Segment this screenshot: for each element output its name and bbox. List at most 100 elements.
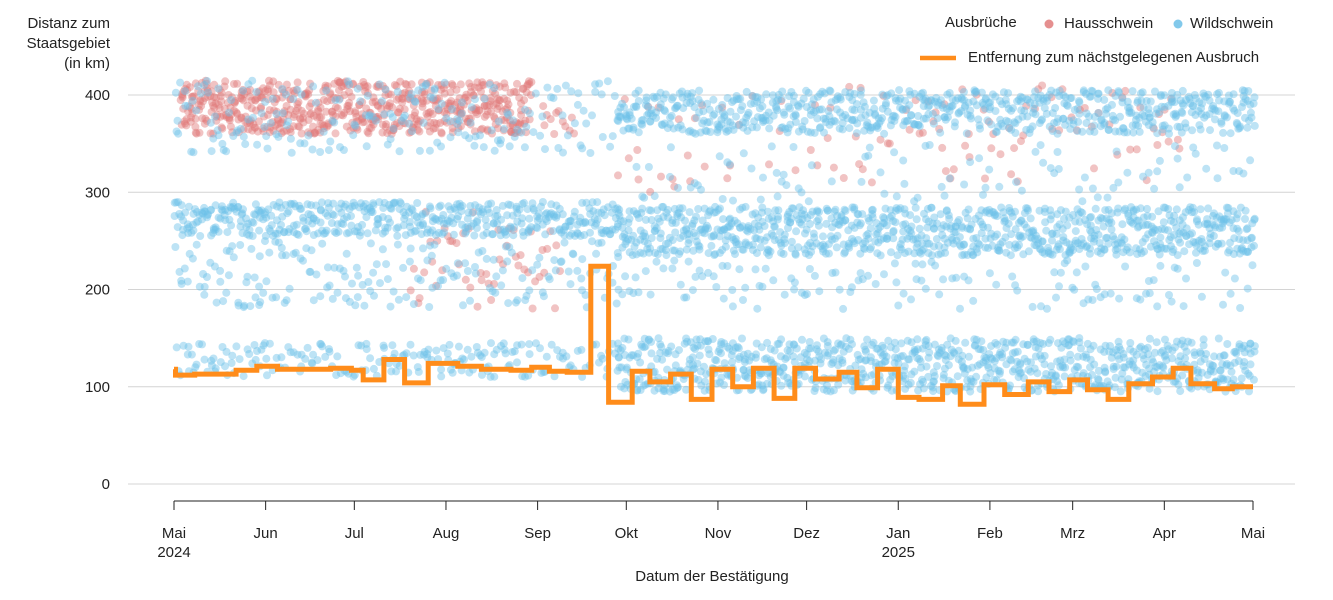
hausschwein-point (337, 110, 346, 119)
wildschwein-point (387, 204, 396, 213)
wildschwein-point (312, 201, 320, 210)
hausschwein-point (748, 92, 757, 101)
hausschwein-point (210, 93, 219, 102)
hausschwein-point (222, 113, 231, 122)
wildschwein-point (434, 105, 443, 113)
wildschwein-point (324, 146, 333, 155)
wildschwein-point (741, 283, 750, 292)
wildschwein-point (728, 302, 737, 311)
hausschwein-point (269, 77, 278, 86)
wildschwein-point (895, 86, 904, 95)
wildschwein-point (590, 215, 599, 223)
wildschwein-point (401, 231, 410, 240)
wildschwein-point (261, 237, 269, 246)
hausschwein-point (456, 102, 465, 110)
wildschwein-point (681, 216, 689, 225)
hausschwein-point (867, 178, 876, 187)
hausschwein-point (491, 89, 500, 98)
wildschwein-point (627, 114, 636, 123)
wildschwein-point (251, 210, 260, 219)
hausschwein-point (310, 129, 319, 138)
wildschwein-point (1028, 302, 1037, 311)
wildschwein-point (449, 272, 458, 281)
wildschwein-point (261, 231, 270, 240)
hausschwein-point (515, 93, 524, 102)
hausschwein-point (657, 172, 665, 181)
hausschwein-point (187, 113, 195, 122)
wildschwein-point (1144, 168, 1153, 177)
wildschwein-point (525, 225, 534, 234)
wildschwein-point (345, 297, 354, 306)
wildschwein-point (566, 217, 575, 225)
wildschwein-point (588, 237, 596, 246)
hausschwein-point (342, 122, 351, 131)
wildschwein-point (459, 301, 467, 310)
wildschwein-point (906, 211, 915, 220)
hausschwein-point (855, 160, 864, 169)
hausschwein-point (735, 120, 744, 129)
hausschwein-point (1017, 137, 1025, 146)
wildschwein-point (449, 219, 458, 228)
wildschwein-point (542, 209, 551, 218)
hausschwein-point (245, 117, 254, 126)
wildschwein-point (342, 249, 351, 258)
hausschwein-point (218, 124, 227, 133)
wildschwein-point (1009, 338, 1018, 347)
wildschwein-point (390, 349, 399, 358)
hausschwein-point (282, 126, 291, 135)
hausschwein-point (195, 105, 204, 114)
hausschwein-point (333, 94, 341, 103)
wildschwein-point (504, 110, 513, 119)
wildschwein-point (491, 212, 500, 221)
wildschwein-point (1222, 113, 1231, 122)
hausschwein-point (286, 95, 295, 104)
wildschwein-point (706, 206, 715, 215)
wildschwein-point (290, 199, 299, 208)
hausschwein-point (286, 128, 295, 137)
wildschwein-point (319, 229, 328, 238)
hausschwein-point (491, 120, 500, 129)
wildschwein-point (1043, 304, 1051, 313)
wildschwein-point (477, 210, 485, 218)
wildschwein-point (710, 251, 719, 259)
wildschwein-point (513, 341, 522, 350)
hausschwein-point (496, 96, 504, 105)
hausschwein-point (515, 120, 524, 129)
wildschwein-point (779, 250, 788, 258)
wildschwein-point (685, 229, 694, 238)
wildschwein-point (578, 372, 587, 381)
wildschwein-point (367, 206, 376, 215)
hausschwein-point (322, 107, 331, 116)
wildschwein-point (592, 340, 601, 349)
hausschwein-point (182, 121, 191, 130)
wildschwein-point (228, 242, 237, 251)
wildschwein-point (325, 345, 333, 354)
hausschwein-point (931, 108, 940, 117)
wildschwein-point (289, 95, 298, 103)
hausschwein-point (1164, 137, 1173, 146)
wildschwein-point (237, 210, 246, 219)
wildschwein-point (378, 213, 387, 222)
hausschwein-point (274, 80, 283, 89)
wildschwein-point (573, 346, 582, 355)
wildschwein-point (492, 272, 501, 281)
wildschwein-point (324, 199, 333, 208)
hausschwein-point (492, 81, 501, 90)
wildschwein-point (547, 340, 556, 349)
hausschwein-point (469, 91, 478, 100)
hausschwein-point (423, 122, 432, 131)
hausschwein-point (315, 113, 324, 122)
wildschwein-point (964, 276, 973, 285)
wildschwein-point (335, 264, 344, 273)
hausschwein-point (191, 114, 200, 123)
wildschwein-point (207, 205, 216, 214)
wildschwein-point (701, 223, 710, 232)
hausschwein-point (1108, 89, 1117, 97)
wildschwein-point (498, 266, 507, 275)
hausschwein-point (377, 104, 386, 113)
wildschwein-point (482, 254, 491, 263)
wildschwein-point (721, 236, 730, 245)
wildschwein-point (1046, 206, 1055, 215)
hausschwein-point (437, 129, 446, 138)
wildschwein-point (1226, 289, 1235, 298)
